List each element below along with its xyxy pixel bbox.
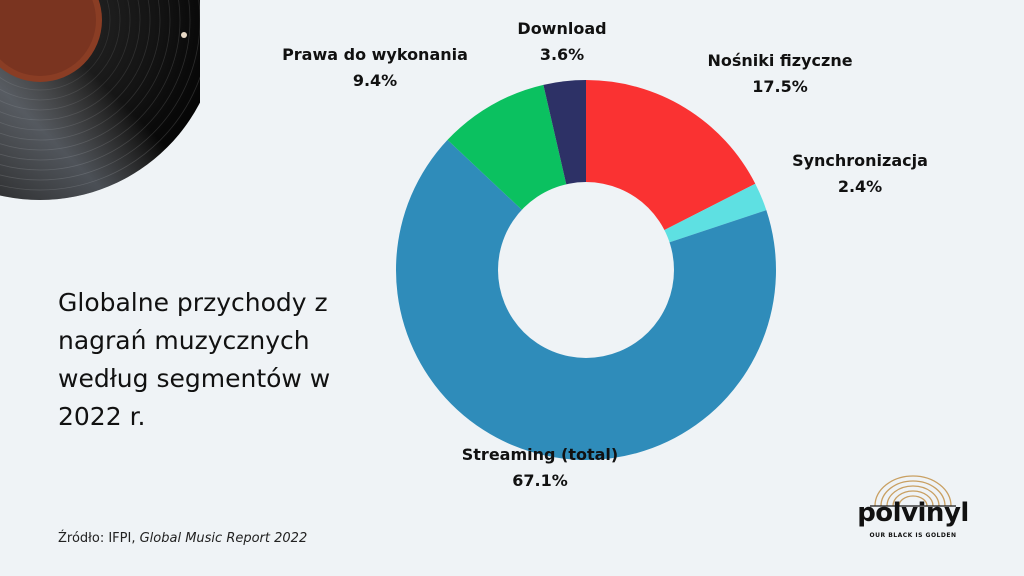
slice-label: Synchronizacja [792,151,928,170]
source-prefix: Źródło: IFPI, [58,531,140,546]
logo-wordmark: polvinyl [857,498,969,528]
donut-hole [498,182,674,358]
slice-label: Streaming (total) [462,445,618,464]
slice-label: Nośniki fizyczne [707,51,852,70]
slice-label: Download [517,19,606,38]
chart-title: Globalne przychody z nagrań muzycznych w… [58,288,331,431]
slice-value-label: 67.1% [512,471,568,490]
source-note: Źródło: IFPI, Global Music Report 2022 [58,531,307,546]
vinyl-record-image [0,0,200,200]
slice-value-label: 9.4% [353,71,397,90]
slice-value-label: 2.4% [838,177,882,196]
source-title: Global Music Report 2022 [139,531,308,546]
logo-arcs-icon [870,475,956,507]
slice-label: Prawa do wykonania [282,45,468,64]
polvinyl-logo: polvinyl OUR BLACK IS GOLDEN [838,470,988,550]
logo-tagline: OUR BLACK IS GOLDEN [869,532,957,539]
slice-value-label: 3.6% [540,45,584,64]
slice-value-label: 17.5% [752,77,808,96]
